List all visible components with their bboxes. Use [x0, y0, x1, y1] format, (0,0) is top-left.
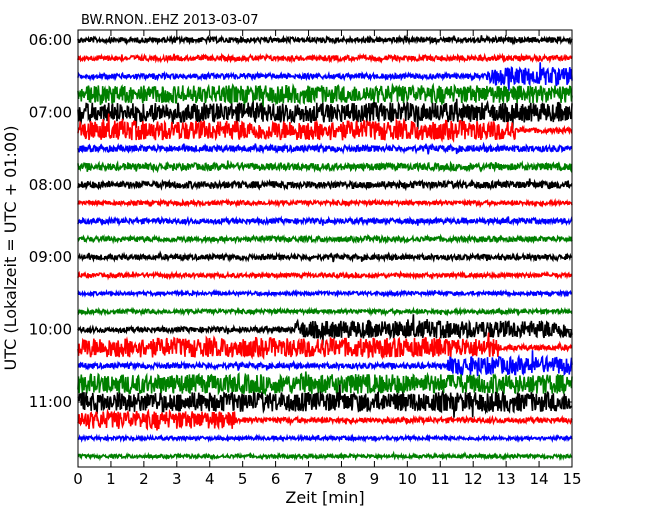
x-tick-label: 14	[530, 470, 549, 488]
x-axis-label: Zeit [min]	[285, 488, 364, 507]
trace-0845	[77, 233, 573, 245]
y-tick-label: 07:00	[29, 103, 72, 121]
x-tick-label: 10	[398, 470, 417, 488]
trace-0615	[77, 52, 573, 64]
x-tick-label: 15	[562, 470, 581, 488]
x-tick-label: 3	[172, 470, 182, 488]
trace-1015	[77, 332, 573, 361]
y-tick-label: 08:00	[29, 176, 72, 194]
y-axis-ticks: 06:00 07:00 08:00 09:00 10:00 11:00	[29, 31, 572, 411]
chart-title: BW.RNON..EHZ 2013-03-07	[81, 13, 259, 28]
y-axis-label: UTC (Lokalzeit = UTC + 01:00)	[1, 126, 20, 371]
trace-1145	[77, 450, 573, 462]
trace-0630	[77, 62, 573, 91]
trace-0830	[77, 215, 573, 227]
trace-0930	[77, 288, 573, 298]
trace-1030	[77, 350, 573, 377]
trace-1130	[77, 433, 573, 443]
trace-0745	[77, 160, 573, 174]
trace-1115	[77, 408, 573, 431]
x-axis-ticks: 0 1 2 3 4 5 6 7 8 9 10 11 12 13 14 15	[73, 30, 582, 488]
trace-0700	[77, 98, 573, 130]
trace-0915	[77, 270, 573, 281]
trace-1000	[77, 314, 573, 346]
y-tick-label: 09:00	[29, 248, 72, 266]
x-tick-label: 4	[205, 470, 215, 488]
trace-0645	[77, 82, 573, 109]
y-tick-label: 10:00	[29, 321, 72, 339]
trace-0730	[77, 141, 573, 155]
trace-0600	[77, 34, 573, 46]
trace-0945	[77, 306, 573, 317]
x-tick-label: 12	[464, 470, 483, 488]
x-tick-label: 9	[370, 470, 380, 488]
x-tick-label: 5	[238, 470, 248, 488]
trace-0800	[77, 178, 573, 192]
x-tick-label: 13	[497, 470, 516, 488]
x-tick-label: 8	[337, 470, 347, 488]
x-tick-label: 6	[271, 470, 281, 488]
trace-0900	[77, 250, 573, 263]
y-tick-label: 06:00	[29, 31, 72, 49]
x-tick-label: 11	[431, 470, 450, 488]
x-tick-label: 7	[304, 470, 314, 488]
trace-0815	[77, 197, 573, 209]
plot-frame	[77, 29, 573, 468]
x-tick-label: 2	[139, 470, 149, 488]
trace-1045	[77, 371, 573, 397]
traces-group	[77, 34, 573, 462]
x-tick-label: 1	[106, 470, 116, 488]
y-tick-label: 11:00	[29, 393, 72, 411]
x-tick-label: 0	[73, 470, 83, 488]
trace-0715	[77, 113, 573, 143]
trace-1100	[77, 384, 573, 418]
